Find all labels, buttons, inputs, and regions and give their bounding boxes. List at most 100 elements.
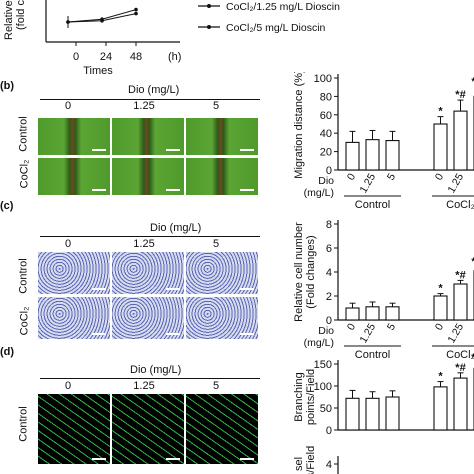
panel-a-series-1-point-2 xyxy=(134,11,138,16)
panel-a-ylabel: Relative c xyxy=(3,0,15,40)
panel-a-legend-marker-0 xyxy=(207,4,211,8)
tilesD-tile-r0-c0 xyxy=(38,394,110,464)
x-prefix-line-0: Dio xyxy=(318,175,334,187)
bar-3 xyxy=(433,295,448,321)
scale-bar xyxy=(240,333,254,335)
panel-c-conc-1: 1.25 xyxy=(133,238,155,250)
x-tick-label-0: 0 xyxy=(345,321,358,332)
y-tick-label-3: 150 xyxy=(314,359,332,371)
y-tick-label-1: 50 xyxy=(320,403,332,415)
x-tick-label-0: 0 xyxy=(345,171,358,182)
bar-1 xyxy=(365,139,380,171)
panel-d-conc-2: 5 xyxy=(212,380,220,392)
bar-0 xyxy=(345,307,360,321)
x-prefix-line-1: (mg/L) xyxy=(304,337,334,349)
y-axis-label-0: Branching xyxy=(293,372,305,422)
panel-d-group-title: Dio (mg/L) xyxy=(130,364,182,376)
panel-a-line-chart: Relative c (fold c 0 24 48 (h) Times CoCl₂/1.25… xyxy=(3,0,340,77)
x-tick-label-4: 1.25 xyxy=(445,171,466,195)
panel-b-row-control: Control xyxy=(17,116,30,152)
panel-a: Relative c (fold c 0 24 48 (h) Times CoCl₂/1.25… xyxy=(0,0,474,80)
tilesB-tile-r1-c1 xyxy=(112,158,184,195)
scale-bar xyxy=(92,288,106,290)
panel-b-conc-0: 0 xyxy=(64,100,72,112)
panel-a-xlabel: Times xyxy=(83,65,113,77)
significance-mark-4: *# xyxy=(455,362,465,374)
y-tick-label-1: 2 xyxy=(326,291,332,303)
panel-d2-y-tick-label: 4 xyxy=(326,459,332,471)
bar-2 xyxy=(385,140,400,171)
panel-d-group-line xyxy=(40,378,260,379)
tilesC-tile-r1-c2 xyxy=(186,297,258,339)
scale-bar xyxy=(240,149,254,151)
scale-bar xyxy=(166,458,180,460)
x-tick-label-1: 1.25 xyxy=(357,171,378,195)
y-axis-label-1: (Fold changes) xyxy=(305,235,317,308)
bar-1 xyxy=(365,306,380,321)
significance-mark-5: *#& xyxy=(471,76,474,88)
tilesD-tile-r0-c1 xyxy=(112,394,184,464)
bar-4 xyxy=(453,283,468,321)
significance-mark-5: *#& xyxy=(471,352,474,364)
bar-1 xyxy=(365,397,380,431)
y-tick-label-3: 60 xyxy=(320,110,332,122)
tilesC-tile-r0-c2 xyxy=(186,252,258,294)
group-label-1: CoCl₂ xyxy=(446,199,474,211)
panel-a-series-0-point-2 xyxy=(134,7,138,12)
panel-c-group-title: Dio (mg/L) xyxy=(150,222,202,234)
panel-c-letter: (c) xyxy=(0,200,14,212)
panel-a-legend-label-0: CoCl₂/1.25 mg/L Dioscin xyxy=(226,1,340,13)
panel-c-group-line xyxy=(40,236,260,237)
x-tick-label-4: 1.25 xyxy=(445,321,466,345)
panel-a-xunit: (h) xyxy=(168,51,181,63)
tilesB-tile-r0-c1 xyxy=(112,118,184,155)
scale-bar xyxy=(92,189,106,191)
tilesB-tile-r1-c0 xyxy=(38,158,110,195)
panel-d-letter: (d) xyxy=(0,346,15,358)
y-axis-label-0: Migration distance (%) xyxy=(293,72,305,179)
y-tick-label-4: 80 xyxy=(320,91,332,103)
tilesC-tile-r0-c1 xyxy=(112,252,184,294)
panel-c-bar-chart: 0 2 4 6 8 Relative cell number (Fold changes) 0… xyxy=(293,219,474,361)
panel-d-conc-0: 0 xyxy=(64,380,72,392)
scale-bar xyxy=(240,189,254,191)
significance-mark-4: *# xyxy=(455,89,465,101)
y-tick-label-5: 100 xyxy=(314,73,332,85)
bar-2 xyxy=(385,306,400,321)
group-label-0: Control xyxy=(355,349,390,361)
significance-mark-3: * xyxy=(438,283,443,295)
y-axis-label-0: Relative cell number xyxy=(293,222,305,322)
scale-bar xyxy=(240,458,254,460)
tilesC-tile-r1-c0 xyxy=(38,297,110,339)
tilesD-tile-r0-c2 xyxy=(186,394,258,464)
panel-d-conc-1: 1.25 xyxy=(133,380,155,392)
scale-bar xyxy=(166,149,180,151)
panel-b-group-line xyxy=(40,99,260,100)
significance-mark-5: *#& xyxy=(471,256,474,268)
x-tick-label-3: 0 xyxy=(433,171,446,182)
x-tick-label-2: 5 xyxy=(385,171,398,182)
y-tick-label-2: 4 xyxy=(326,267,332,279)
significance-mark-3: * xyxy=(438,371,443,383)
bar-0 xyxy=(345,141,360,171)
x-prefix-line-0: Dio xyxy=(318,325,334,337)
group-label-0: Control xyxy=(355,199,390,211)
tilesB-tile-r1-c2 xyxy=(186,158,258,195)
panel-b-row-cocl2: CoCl₂ xyxy=(18,159,31,189)
bar-3 xyxy=(433,386,448,431)
panel-b-group-title: Dio (mg/L) xyxy=(128,84,180,96)
panel-a-xtick-label-2: 48 xyxy=(130,51,142,63)
x-tick-label-1: 1.25 xyxy=(357,321,378,345)
panel-a-xtick-label-1: 24 xyxy=(100,51,112,63)
significance-mark-4: *# xyxy=(455,269,465,281)
bar-0 xyxy=(345,397,360,431)
panel-a-legend-marker-1 xyxy=(207,25,211,29)
panel-a-xtick-label-0: 0 xyxy=(73,51,79,63)
bar-4 xyxy=(453,110,468,171)
x-tick-label-5: 5 xyxy=(473,171,474,182)
x-tick-label-3: 0 xyxy=(433,321,446,332)
scale-bar xyxy=(92,149,106,151)
panel-a-series-1-point-1 xyxy=(100,19,104,23)
y-tick-label-4: 8 xyxy=(326,219,332,231)
